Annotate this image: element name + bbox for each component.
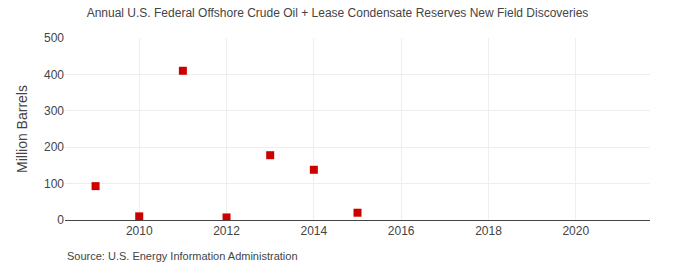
svg-text:2012: 2012: [213, 224, 240, 238]
svg-text:200: 200: [44, 140, 64, 154]
svg-text:2018: 2018: [475, 224, 502, 238]
svg-text:100: 100: [44, 177, 64, 191]
svg-text:400: 400: [44, 68, 64, 82]
svg-text:2014: 2014: [300, 224, 327, 238]
svg-text:500: 500: [44, 31, 64, 45]
svg-text:2020: 2020: [562, 224, 589, 238]
svg-text:0: 0: [57, 213, 64, 227]
svg-text:Annual U.S. Federal Offshore C: Annual U.S. Federal Offshore Crude Oil +…: [87, 6, 589, 20]
svg-text:Million Barrels: Million Barrels: [14, 85, 30, 173]
svg-text:2010: 2010: [126, 224, 153, 238]
svg-text:300: 300: [44, 104, 64, 118]
svg-text:Source: U.S. Energy Informatio: Source: U.S. Energy Information Administ…: [67, 250, 298, 262]
svg-text:2016: 2016: [388, 224, 415, 238]
